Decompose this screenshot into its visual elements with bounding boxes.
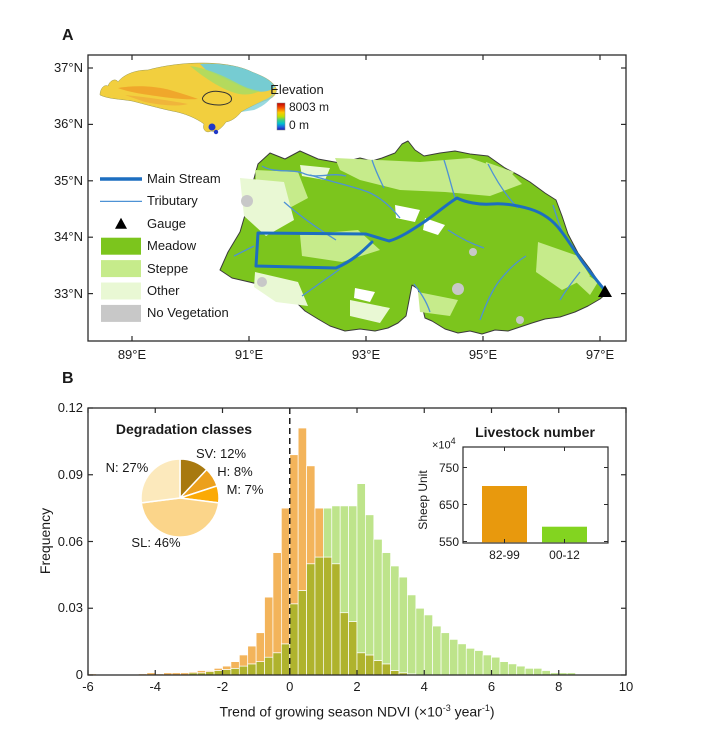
pie-slice-SL <box>140 497 220 538</box>
legend-label-tributary: Tributary <box>147 193 198 209</box>
panel-a-x-tick-0: 89°E <box>117 347 147 362</box>
other-vegetation-patches <box>240 165 390 323</box>
tibet-highland-cyan-band <box>200 63 275 92</box>
livestock-scale-label: ×104 <box>432 436 456 452</box>
panel-a-y-tick-2: 35°N <box>53 172 83 188</box>
map-legend <box>100 177 142 322</box>
tibet-cyan-southeast <box>241 89 276 112</box>
legend-label-gauge: Gauge <box>147 215 187 231</box>
livestock-y-tick-1: 650 <box>438 497 459 512</box>
pie-label-SV: SV: 12% <box>195 446 247 461</box>
livestock-x-label-0: 82-99 <box>489 548 520 562</box>
panel-a-y-tick-3: 34°N <box>53 229 83 245</box>
livestock-bars <box>463 447 608 543</box>
pie-title: Degradation classes <box>115 421 253 437</box>
ndvi-trend-axis-label: Trend of growing season NDVI (×10-3 year… <box>219 703 495 720</box>
panel-b-x-tick-2: -2 <box>216 679 229 694</box>
panel-a-x-tick-2: 93°E <box>351 347 381 362</box>
livestock-x-label-1: 00-12 <box>549 548 580 562</box>
basin-map <box>219 140 612 335</box>
tibet-lake-blue-spot-2 <box>213 129 219 135</box>
pie-label-M: M: 7% <box>226 482 264 497</box>
legend-label-steppe: Steppe <box>147 260 189 276</box>
livestock-y-tick-2: 750 <box>438 460 459 475</box>
tibet-green-transition <box>190 66 260 95</box>
pie-label-N: N: 27% <box>105 460 149 475</box>
legend-label-main-stream: Main Stream <box>147 171 221 186</box>
panel-a-y-tick-4: 33°N <box>53 285 83 301</box>
livestock-title: Livestock number <box>475 424 595 440</box>
panel-b-x-tick-8: 10 <box>618 679 634 694</box>
generated-graphics <box>87 54 627 676</box>
panel-a-x-tick-1: 91°E <box>234 347 264 362</box>
panel-b-x-tick-7: 8 <box>555 679 563 694</box>
panel-a-label: A <box>62 27 74 44</box>
elevation-colorbar <box>276 102 286 131</box>
tibet-lake-blue-spot <box>208 123 216 131</box>
elevation-title: Elevation <box>270 82 324 97</box>
tibet-orange-streak <box>118 86 198 100</box>
panel-a-y-tick-0: 37°N <box>53 60 83 75</box>
elevation-max-label: 8003 m <box>289 100 330 114</box>
livestock-bar-00-12 <box>542 526 587 543</box>
panel-a-frame <box>87 54 627 342</box>
pie-label-SL: SL: 46% <box>131 535 181 550</box>
livestock-bar-82-99 <box>482 486 527 543</box>
livestock-y-tick-0: 550 <box>438 534 459 549</box>
panel-b-x-tick-1: -4 <box>149 679 162 694</box>
tibet-elevation-inset-map <box>99 62 277 135</box>
panel-b-y-tick-0: 0 <box>75 667 83 682</box>
legend-label-no-vegetation: No Vegetation <box>147 305 229 321</box>
pie-label-H: H: 8% <box>217 464 253 479</box>
panel-b-y-tick-2: 0.06 <box>57 533 83 549</box>
no-vegetation-patches <box>241 195 524 324</box>
degradation-pie-chart <box>140 458 220 538</box>
elevation-min-label: 0 m <box>289 118 310 132</box>
tibet-orange-streak-2 <box>125 95 188 106</box>
panel-b-x-tick-3: 0 <box>286 679 294 694</box>
panel-b-x-tick-6: 6 <box>487 679 496 694</box>
basin-outline-in-inset <box>202 90 232 106</box>
panel-b-y-tick-3: 0.09 <box>57 466 83 482</box>
panel-b-y-tick-1: 0.03 <box>57 600 83 616</box>
panel-a-y-tick-1: 36°N <box>53 116 83 132</box>
bare-white-patches <box>354 205 445 302</box>
legend-label-other: Other <box>147 283 180 298</box>
legend-label-meadow: Meadow <box>147 238 197 254</box>
panel-b-label: B <box>62 370 74 387</box>
pie-slice-N <box>140 458 181 504</box>
main-stream-river <box>254 196 609 295</box>
panel-b-y-tick-4: 0.12 <box>57 400 83 415</box>
panel-a-x-tick-4: 97°E <box>585 347 615 362</box>
panel-a-x-tick-3: 95°E <box>468 347 498 362</box>
panel-b-x-tick-4: 2 <box>353 679 361 694</box>
panel-b-x-tick-0: -6 <box>82 679 94 694</box>
gauge-triangle-marker <box>598 285 612 297</box>
histogram-bars <box>87 427 576 676</box>
panel-b-x-tick-5: 4 <box>420 679 428 694</box>
tributary-rivers <box>233 159 581 321</box>
